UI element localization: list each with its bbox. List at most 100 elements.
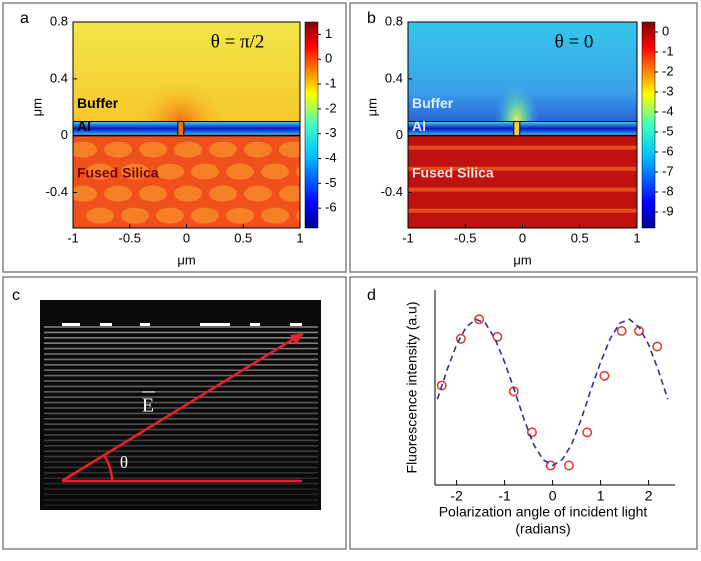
x-tick-label: -1 <box>402 230 414 245</box>
region-label: Fused Silica <box>412 165 494 181</box>
data-point <box>545 460 556 471</box>
field-blob <box>261 207 289 224</box>
field-blob <box>156 207 184 224</box>
colorbar-tick-label: -6 <box>662 143 674 158</box>
field-blob <box>296 166 300 178</box>
annotation: θ = π/2 <box>211 32 265 53</box>
fit-curve <box>436 318 669 467</box>
slit <box>513 120 521 137</box>
data-point <box>492 331 503 342</box>
field-stripe <box>408 145 637 150</box>
x-tick-label: 0 <box>549 488 557 504</box>
field-blob <box>86 163 114 180</box>
field-stripe <box>408 166 637 171</box>
field-blob <box>226 163 254 180</box>
bright-spot <box>100 323 112 326</box>
bright-spot <box>140 323 150 326</box>
field-blob <box>121 163 149 180</box>
panel-label: a <box>20 10 29 27</box>
arrowhead <box>290 333 304 345</box>
field-blob <box>226 207 254 224</box>
region-label: Buffer <box>412 95 454 111</box>
panel-frame <box>349 2 698 273</box>
colorbar-tick-label: -1 <box>662 43 674 58</box>
field-blob <box>296 210 300 222</box>
y-tick-label: 0.4 <box>50 70 68 85</box>
colorbar-tick-label: 0 <box>325 51 332 66</box>
colorbar-tick-label: -6 <box>325 200 337 215</box>
data-point <box>474 314 485 325</box>
field-vector <box>61 333 301 483</box>
field-blob <box>139 185 167 202</box>
colorbar-tick-label: -3 <box>325 125 337 140</box>
x-tick-label: 1 <box>633 230 640 245</box>
slit <box>177 120 185 137</box>
panel-frame <box>2 2 347 273</box>
x-axis-label: Polarization angle of incident light <box>439 504 648 520</box>
y-tick-label: -0.4 <box>381 184 403 199</box>
photo <box>40 300 321 510</box>
x-tick-label: -0.5 <box>119 230 141 245</box>
y-axis-label: μm <box>29 98 44 116</box>
data-point <box>582 427 593 438</box>
bright-spot <box>250 323 260 326</box>
field-map <box>73 22 300 228</box>
colorbar-tick-label: -5 <box>325 175 337 190</box>
data-point <box>616 326 627 336</box>
field-blob <box>174 185 202 202</box>
x-tick-label: 2 <box>645 488 653 504</box>
y-tick-label: 0.8 <box>385 13 403 28</box>
field-blob <box>279 185 300 202</box>
bright-spot <box>290 323 302 326</box>
angle-arc <box>102 454 114 482</box>
y-tick-label: 0 <box>396 127 403 142</box>
field-blob <box>121 207 149 224</box>
field-blob <box>279 141 300 158</box>
annotation: θ = 0 <box>555 32 594 53</box>
colorbar-tick-label: -9 <box>662 203 674 218</box>
field-blob <box>191 163 219 180</box>
region-label: Buffer <box>77 95 119 111</box>
y-axis-label: μm <box>364 98 379 116</box>
field-blob <box>209 141 237 158</box>
x-tick-label: 0 <box>519 230 526 245</box>
al-layer <box>73 121 300 136</box>
angle-label: θ <box>120 453 128 472</box>
al-layer <box>408 121 637 136</box>
bright-spot <box>200 323 230 326</box>
x-tick-label: -2 <box>450 488 463 504</box>
field-blob <box>73 185 97 202</box>
region-label: Al <box>77 118 91 134</box>
panel-label: c <box>12 287 20 304</box>
x-tick-label: -1 <box>67 230 79 245</box>
field-stripe <box>408 187 637 192</box>
colorbar-tick-label: -8 <box>662 183 674 198</box>
x-tick-label: 1 <box>296 230 303 245</box>
field-blob <box>261 163 289 180</box>
field-blob <box>86 207 114 224</box>
x-axis-label: μm <box>513 252 531 267</box>
colorbar <box>641 21 656 229</box>
data-point <box>563 460 574 471</box>
panel-frame <box>2 276 347 550</box>
field-blob <box>73 141 97 158</box>
y-tick-label: -0.4 <box>46 184 68 199</box>
field-blob <box>191 207 219 224</box>
colorbar-tick-label: 0 <box>662 23 669 38</box>
field-blob <box>244 185 272 202</box>
field-blob <box>174 141 202 158</box>
y-tick-label: 0 <box>61 127 68 142</box>
x-tick-label: 0 <box>183 230 190 245</box>
colorbar-tick-label: -7 <box>662 163 674 178</box>
colorbar-tick-label: -2 <box>325 100 337 115</box>
field-blob <box>156 163 184 180</box>
region-label: Al <box>412 118 426 134</box>
x-axis-label: μm <box>177 252 195 267</box>
data-point <box>455 333 466 344</box>
bright-spot <box>62 323 80 326</box>
field-blob <box>104 141 132 158</box>
region-label: Fused Silica <box>77 165 159 181</box>
colorbar-tick-label: -3 <box>662 83 674 98</box>
data-point <box>527 427 537 438</box>
